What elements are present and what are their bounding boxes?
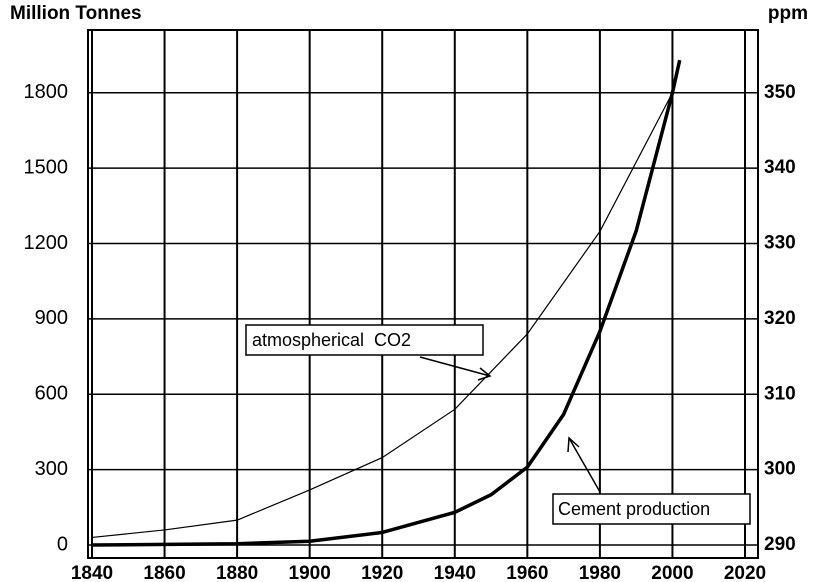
x-tick-label: 1960 [506, 563, 548, 582]
x-tick-label: 1940 [434, 563, 476, 582]
y-tick-label: 1800 [24, 81, 69, 103]
x-tick-label: 1900 [289, 563, 331, 582]
y-tick-label: 0 [57, 533, 68, 555]
x-tick-label: 1880 [216, 563, 258, 582]
y-tick-label: 1200 [24, 232, 69, 254]
y-tick-label: 600 [35, 383, 68, 405]
y2-tick-label: 300 [764, 459, 796, 480]
arrow [567, 436, 601, 493]
legend-box [552, 493, 751, 525]
y2-tick-label: 350 [764, 82, 796, 103]
legend-label: atmospherical CO2 [252, 330, 411, 350]
x-tick-label: 2000 [651, 563, 693, 582]
legend-label: Cement production [558, 499, 710, 519]
plot-frame [87, 29, 759, 559]
y-tick-label: 900 [35, 307, 68, 329]
y-axis-label: Million Tonnes [10, 3, 142, 24]
x-tick-label: 1980 [579, 563, 621, 582]
y-tick-label: 300 [35, 458, 68, 480]
x-tick-label: 2020 [724, 563, 766, 582]
y2-tick-label: 340 [764, 157, 796, 178]
y2-tick-label: 320 [764, 308, 796, 329]
x-tick-label: 1920 [361, 563, 403, 582]
y2-tick-label: 330 [764, 233, 796, 254]
x-tick-label: 1860 [143, 563, 185, 582]
arrow [419, 356, 492, 381]
y2-axis-label: ppm [768, 3, 808, 24]
x-tick-label: 1840 [71, 563, 113, 582]
y2-tick-label: 310 [764, 383, 796, 404]
line-series [91, 92, 673, 539]
legend-box [245, 324, 484, 356]
line-series [91, 59, 682, 547]
y-tick-label: 1500 [24, 156, 69, 178]
y2-tick-label: 290 [764, 534, 796, 555]
